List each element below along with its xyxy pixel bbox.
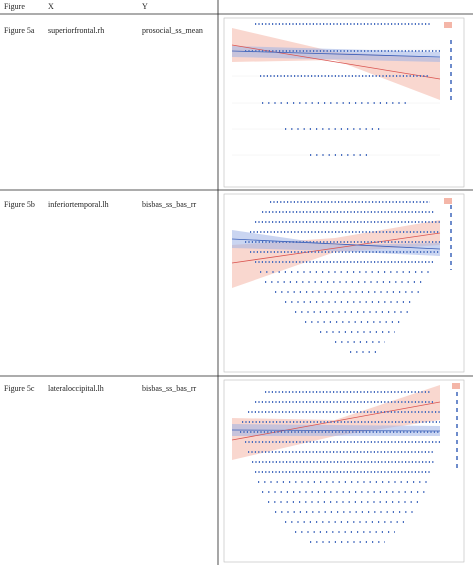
y-variable: bisbas_ss_bas_rr	[142, 384, 197, 393]
figure-label: Figure 5b	[4, 200, 35, 209]
header-cell: X	[48, 2, 54, 11]
x-variable: lateraloccipital.lh	[48, 384, 104, 393]
figure-label: Figure 5a	[4, 26, 35, 35]
x-variable: superiorfrontal.rh	[48, 26, 104, 35]
x-variable: inferiortemporal.lh	[48, 200, 109, 209]
figure-label: Figure 5c	[4, 384, 35, 393]
header-cell: Figure	[4, 2, 25, 11]
figure-image	[223, 379, 465, 563]
y-variable: bisbas_ss_bas_rr	[142, 200, 197, 209]
header-cell: Y	[142, 2, 148, 11]
figure-image	[223, 193, 465, 373]
y-variable: prosocial_ss_mean	[142, 26, 203, 35]
figure-image	[223, 17, 465, 188]
